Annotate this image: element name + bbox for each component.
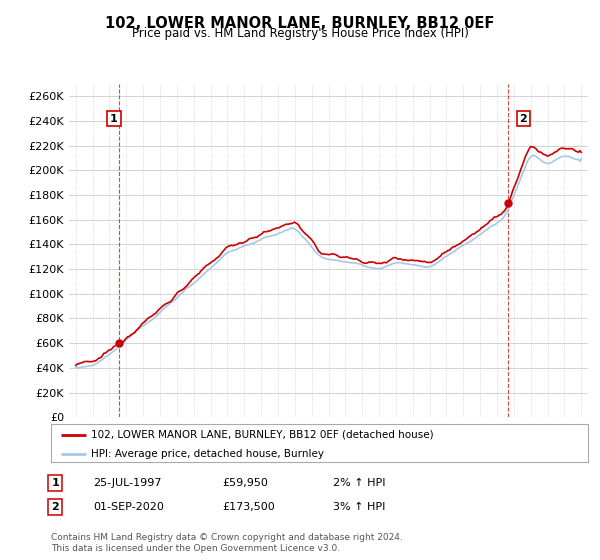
Text: 1: 1 — [110, 114, 118, 124]
Text: 2: 2 — [52, 502, 59, 512]
Text: 3% ↑ HPI: 3% ↑ HPI — [333, 502, 385, 512]
Text: Price paid vs. HM Land Registry's House Price Index (HPI): Price paid vs. HM Land Registry's House … — [131, 27, 469, 40]
Text: Contains HM Land Registry data © Crown copyright and database right 2024.
This d: Contains HM Land Registry data © Crown c… — [51, 533, 403, 553]
Text: 102, LOWER MANOR LANE, BURNLEY, BB12 0EF (detached house): 102, LOWER MANOR LANE, BURNLEY, BB12 0EF… — [91, 430, 434, 440]
Text: 25-JUL-1997: 25-JUL-1997 — [93, 478, 161, 488]
Text: HPI: Average price, detached house, Burnley: HPI: Average price, detached house, Burn… — [91, 449, 324, 459]
Text: 2% ↑ HPI: 2% ↑ HPI — [333, 478, 386, 488]
Text: 2: 2 — [520, 114, 527, 124]
Text: 102, LOWER MANOR LANE, BURNLEY, BB12 0EF: 102, LOWER MANOR LANE, BURNLEY, BB12 0EF — [106, 16, 494, 31]
Text: 1: 1 — [52, 478, 59, 488]
Text: £173,500: £173,500 — [222, 502, 275, 512]
Text: 01-SEP-2020: 01-SEP-2020 — [93, 502, 164, 512]
Text: £59,950: £59,950 — [222, 478, 268, 488]
